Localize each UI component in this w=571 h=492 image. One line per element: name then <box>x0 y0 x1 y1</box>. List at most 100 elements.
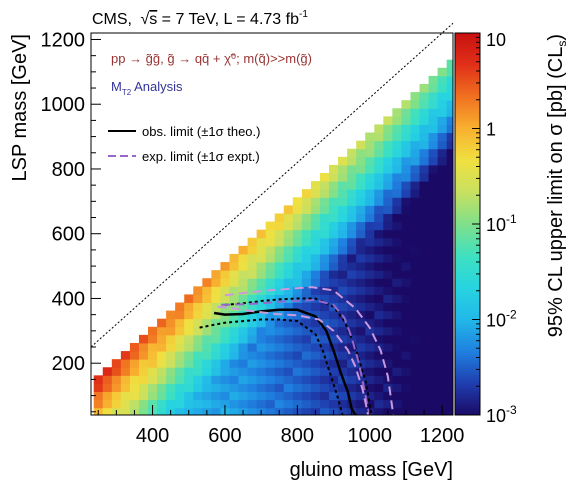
heatmap-cell <box>301 326 312 336</box>
heatmap-cell <box>338 359 348 368</box>
heatmap-cell <box>401 286 411 295</box>
heatmap-cell <box>419 229 430 239</box>
heatmap-cell <box>419 116 430 125</box>
heatmap-cell <box>193 375 203 384</box>
heatmap-cell <box>138 359 149 368</box>
heatmap-cell <box>401 221 411 231</box>
heatmap-cell <box>383 286 393 295</box>
heatmap-cell <box>437 140 448 150</box>
heatmap-cell <box>401 318 411 328</box>
heatmap-cell <box>319 383 330 393</box>
heatmap-cell <box>202 399 212 409</box>
heatmap-cell <box>202 278 212 287</box>
heatmap-cell <box>338 326 348 336</box>
heatmap-cell <box>319 334 330 344</box>
heatmap-cell <box>365 367 375 376</box>
heatmap-cell <box>238 262 249 271</box>
heatmap-cell <box>347 245 357 255</box>
heatmap-cell <box>184 383 194 393</box>
heatmap-cell <box>437 67 448 77</box>
heatmap-cell <box>129 359 140 368</box>
heatmap-cell <box>437 351 448 360</box>
heatmap-cell <box>392 181 402 190</box>
heatmap-cell <box>301 221 312 231</box>
heatmap-cell <box>319 253 330 263</box>
heatmap-cell <box>446 213 453 223</box>
heatmap-cell <box>446 100 453 109</box>
heatmap-cell <box>437 334 448 344</box>
heatmap-cell <box>256 262 267 271</box>
heatmap-cell <box>383 278 393 287</box>
heatmap-cell <box>256 318 267 328</box>
heatmap-cell <box>211 399 221 409</box>
heatmap-cell <box>247 407 258 415</box>
heatmap-cell <box>229 294 240 304</box>
heatmap-cell <box>283 245 294 255</box>
heatmap-cell <box>383 148 393 158</box>
heatmap-cell <box>446 253 453 263</box>
heatmap-cell <box>283 351 294 360</box>
heatmap-cell <box>184 302 194 312</box>
heatmap-cell <box>301 318 312 328</box>
heatmap-cell <box>319 173 330 182</box>
heatmap-cell <box>329 270 339 279</box>
heatmap-cell <box>365 399 375 409</box>
heatmap-cell <box>138 383 149 393</box>
x-tick-label: 600 <box>208 425 241 447</box>
heatmap-cell <box>401 294 411 304</box>
heatmap-cell <box>193 359 203 368</box>
heatmap-cell <box>102 407 113 415</box>
heatmap-cell <box>319 294 330 304</box>
heatmap-cell <box>166 399 176 409</box>
heatmap-cell <box>428 245 439 255</box>
heatmap-cell <box>129 391 140 401</box>
heatmap-cell <box>256 270 267 279</box>
heatmap-cell <box>383 156 393 166</box>
heatmap-cell <box>283 383 294 393</box>
heatmap-cell <box>410 100 421 109</box>
heatmap-cell <box>292 375 303 384</box>
heatmap-cell <box>437 173 448 182</box>
heatmap-cell <box>437 213 448 223</box>
heatmap-cell <box>220 342 230 352</box>
heatmap-cell <box>274 383 285 393</box>
heatmap-cell <box>256 351 267 360</box>
heatmap-cell <box>365 173 375 182</box>
heatmap-cell <box>283 334 294 344</box>
heatmap-cell <box>419 270 430 279</box>
kinematic-boundary-line <box>90 22 454 348</box>
heatmap-cell <box>310 286 321 295</box>
heatmap-cell <box>374 383 384 393</box>
heatmap-cell <box>410 278 421 287</box>
heatmap-cell <box>256 367 267 376</box>
heatmap-cell <box>184 342 194 352</box>
heatmap-cell <box>410 334 421 344</box>
heatmap-cell <box>184 375 194 384</box>
heatmap-cell <box>301 383 312 393</box>
heatmap-cell <box>202 359 212 368</box>
heatmap-cell <box>383 173 393 182</box>
heatmap-cell <box>410 148 421 158</box>
heatmap-cell <box>301 229 312 239</box>
heatmap-cell <box>356 148 366 158</box>
heatmap-cell <box>274 367 285 376</box>
heatmap-cell <box>120 391 131 401</box>
heatmap-cell <box>211 310 221 320</box>
heatmap-cell <box>428 407 439 415</box>
heatmap-cell <box>428 156 439 166</box>
heatmap-cell <box>365 156 375 166</box>
heatmap-cell <box>437 100 448 109</box>
heatmap-cell <box>392 140 402 150</box>
heatmap-cell <box>410 253 421 263</box>
heatmap-cell <box>392 286 402 295</box>
heatmap-cell <box>184 310 194 320</box>
heatmap-cell <box>329 351 339 360</box>
heatmap-cell <box>256 391 267 401</box>
heatmap-cell <box>356 262 366 271</box>
heatmap-cell <box>211 302 221 312</box>
heatmap-cell <box>374 286 384 295</box>
heatmap-cell <box>202 302 212 312</box>
heatmap-cell <box>175 310 185 320</box>
heatmap-cell <box>383 181 393 190</box>
heatmap-cell <box>283 253 294 263</box>
